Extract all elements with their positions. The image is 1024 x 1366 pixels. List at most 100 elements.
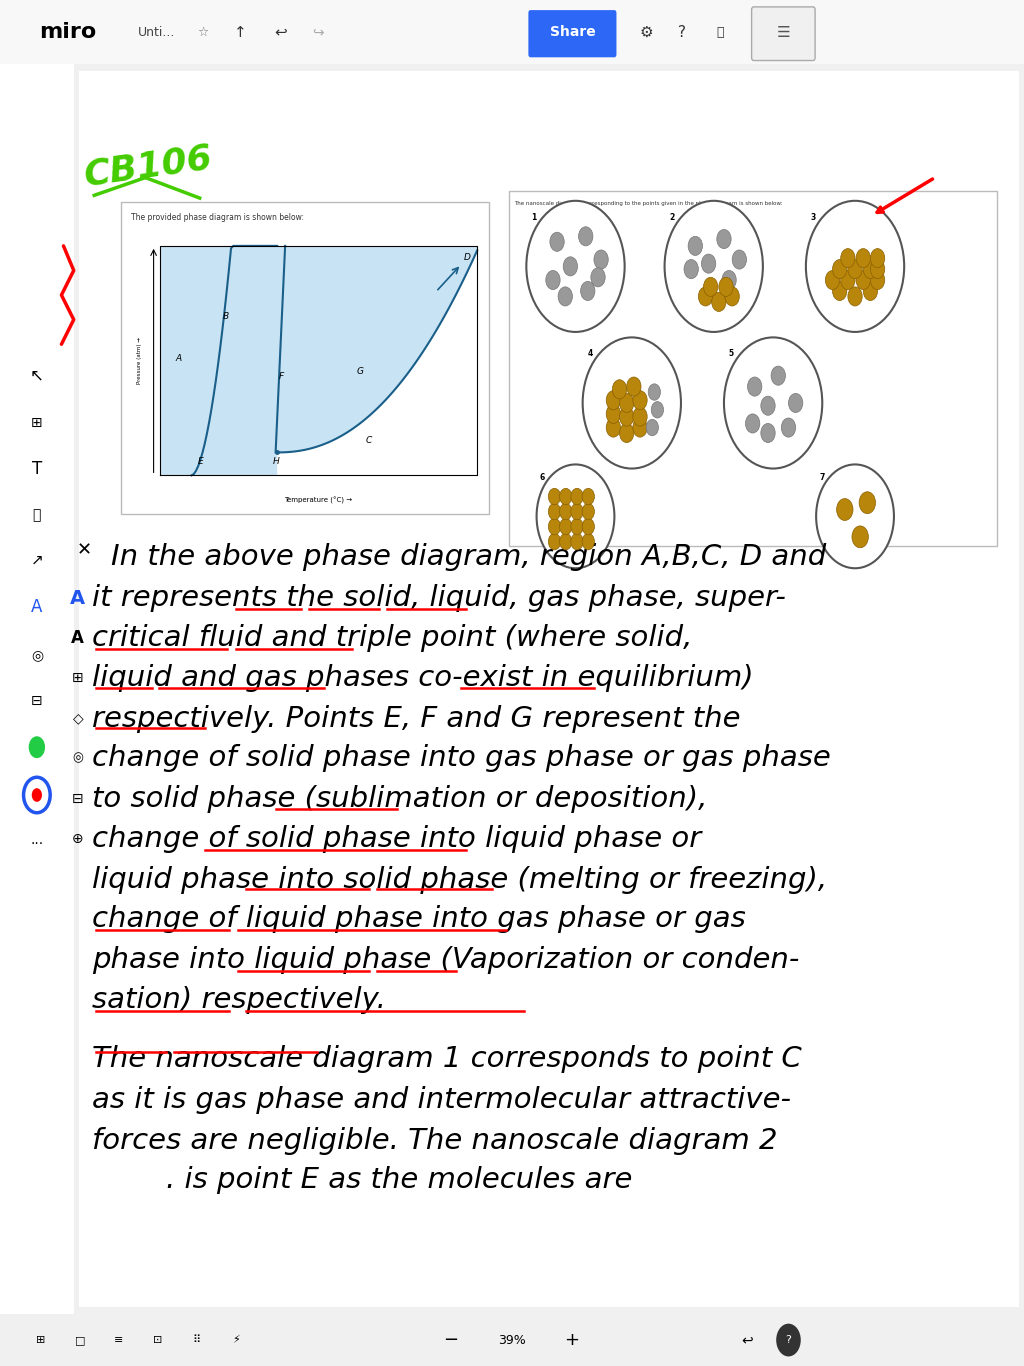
- Text: ...: ...: [31, 833, 43, 847]
- Circle shape: [648, 384, 660, 400]
- Text: 3: 3: [811, 213, 816, 221]
- Text: E: E: [198, 456, 204, 466]
- Circle shape: [559, 504, 572, 520]
- Circle shape: [788, 393, 803, 413]
- Text: phase into liquid phase (Vaporization or conden-: phase into liquid phase (Vaporization or…: [92, 947, 800, 974]
- Circle shape: [825, 270, 840, 290]
- Circle shape: [549, 533, 561, 549]
- Circle shape: [761, 396, 775, 415]
- Text: ⠿: ⠿: [193, 1335, 201, 1346]
- Text: Unti...: Unti...: [138, 26, 175, 38]
- Text: ✕: ✕: [77, 541, 91, 560]
- Text: ⊟: ⊟: [72, 792, 84, 806]
- Circle shape: [781, 418, 796, 437]
- Circle shape: [571, 518, 584, 534]
- Text: miro: miro: [39, 22, 96, 42]
- Text: ⊕: ⊕: [31, 740, 43, 754]
- Text: liquid phase into solid phase (melting or freezing),: liquid phase into solid phase (melting o…: [92, 866, 827, 893]
- Text: respectively. Points E, F and G represent the: respectively. Points E, F and G represen…: [92, 705, 740, 732]
- Text: ↗: ↗: [31, 553, 43, 567]
- Circle shape: [684, 260, 698, 279]
- Circle shape: [651, 402, 664, 418]
- Circle shape: [559, 489, 572, 505]
- Polygon shape: [278, 246, 477, 475]
- Circle shape: [612, 380, 627, 399]
- Circle shape: [748, 377, 762, 396]
- Text: ◎: ◎: [73, 751, 83, 765]
- Circle shape: [571, 533, 584, 549]
- Circle shape: [633, 391, 647, 410]
- Circle shape: [724, 337, 822, 469]
- Text: 6: 6: [540, 473, 545, 482]
- Circle shape: [606, 404, 621, 423]
- Text: ☆: ☆: [198, 26, 209, 38]
- Text: ⚡: ⚡: [231, 1335, 240, 1346]
- Circle shape: [848, 287, 862, 306]
- Circle shape: [712, 292, 726, 311]
- Circle shape: [863, 260, 878, 279]
- Circle shape: [701, 254, 716, 273]
- Text: ↖: ↖: [30, 366, 44, 385]
- Text: ≡: ≡: [114, 1335, 124, 1346]
- Text: ⊕: ⊕: [72, 832, 84, 846]
- Circle shape: [816, 464, 894, 568]
- Circle shape: [732, 250, 746, 269]
- Circle shape: [559, 518, 572, 534]
- Text: A: A: [31, 597, 43, 616]
- Circle shape: [549, 489, 561, 505]
- Text: sation) respectively.: sation) respectively.: [92, 986, 386, 1014]
- Text: 7: 7: [819, 473, 824, 482]
- Text: 2: 2: [670, 213, 675, 221]
- Text: to solid phase (sublimation or deposition),: to solid phase (sublimation or depositio…: [92, 785, 708, 813]
- Text: 🔍: 🔍: [717, 26, 724, 38]
- Text: The provided phase diagram is shown below:: The provided phase diagram is shown belo…: [131, 213, 304, 223]
- Circle shape: [646, 419, 658, 436]
- Circle shape: [717, 229, 731, 249]
- Text: −: −: [443, 1330, 458, 1350]
- Text: G: G: [356, 367, 364, 377]
- Text: ⬜: ⬜: [33, 508, 41, 522]
- Circle shape: [722, 270, 736, 290]
- Circle shape: [549, 518, 561, 534]
- Circle shape: [550, 232, 564, 251]
- Circle shape: [833, 260, 847, 279]
- Text: ◇: ◇: [73, 712, 83, 725]
- Circle shape: [582, 518, 594, 534]
- Text: D: D: [463, 253, 470, 261]
- Circle shape: [620, 423, 634, 443]
- Text: it represents the solid, liquid, gas phase, super-: it represents the solid, liquid, gas pha…: [92, 585, 786, 612]
- Circle shape: [582, 489, 594, 505]
- FancyBboxPatch shape: [528, 10, 616, 57]
- Circle shape: [581, 281, 595, 301]
- FancyBboxPatch shape: [160, 246, 477, 475]
- Text: H: H: [272, 456, 280, 466]
- Circle shape: [571, 504, 584, 520]
- Text: change of liquid phase into gas phase or gas: change of liquid phase into gas phase or…: [92, 906, 745, 933]
- FancyBboxPatch shape: [121, 202, 489, 514]
- FancyBboxPatch shape: [0, 1314, 1024, 1366]
- Text: forces are negligible. The nanoscale diagram 2: forces are negligible. The nanoscale dia…: [92, 1127, 777, 1154]
- Circle shape: [563, 257, 578, 276]
- Text: critical fluid and triple point (where solid,: critical fluid and triple point (where s…: [92, 624, 692, 652]
- Circle shape: [537, 464, 614, 568]
- Text: ?: ?: [678, 25, 686, 40]
- Circle shape: [665, 201, 763, 332]
- Circle shape: [620, 407, 634, 426]
- Circle shape: [559, 533, 572, 549]
- Circle shape: [627, 377, 641, 396]
- Text: ⊟: ⊟: [31, 694, 43, 708]
- Text: ↪: ↪: [312, 25, 324, 40]
- Text: ⚙: ⚙: [640, 25, 653, 40]
- Circle shape: [806, 201, 904, 332]
- Circle shape: [32, 788, 42, 802]
- Circle shape: [606, 391, 621, 410]
- Circle shape: [583, 337, 681, 469]
- Circle shape: [863, 281, 878, 301]
- Circle shape: [833, 281, 847, 301]
- Circle shape: [606, 418, 621, 437]
- Circle shape: [745, 414, 760, 433]
- Text: ↩: ↩: [274, 25, 287, 40]
- Circle shape: [870, 249, 885, 268]
- Text: Temperature (°C) →: Temperature (°C) →: [285, 496, 352, 504]
- Circle shape: [558, 287, 572, 306]
